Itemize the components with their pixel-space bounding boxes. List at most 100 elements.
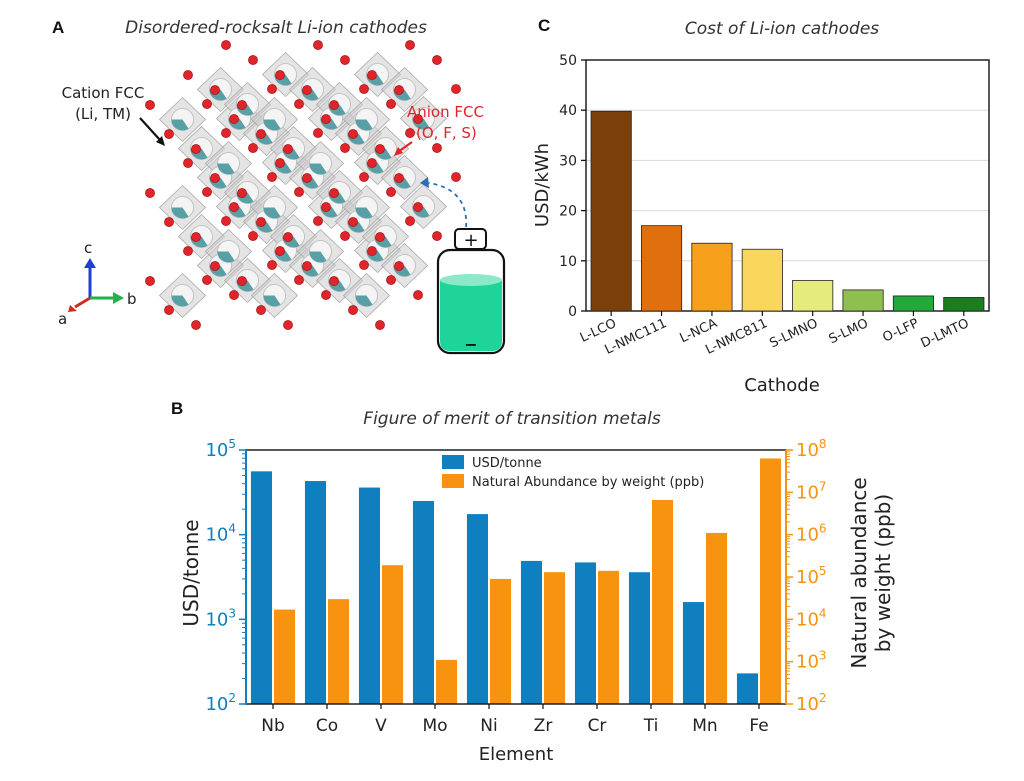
anion-sphere [348,217,358,227]
bar-usd-ni [466,514,488,704]
axis-b-arrow-head [113,292,124,304]
anion-sphere [313,40,323,50]
bar-abundance-cr [598,570,620,704]
anion-sphere [256,129,266,139]
x-tick-label: Zr [534,716,553,736]
battery-minus: − [464,335,477,354]
anion-sphere [340,231,350,241]
panel-a-title: Disordered-rocksalt Li-ion cathodes [125,18,427,38]
bar-s-lmno [792,279,834,312]
bar-abundance-nb [274,609,296,704]
y-right-tick-label: 105 [796,564,827,588]
panel-b-ylabel-left: USD/tonne [179,519,203,626]
anion-sphere [313,216,323,226]
bar-l-nmc811 [741,248,783,312]
bar-o-lfp [892,295,934,312]
cation-sphere-tm-part [217,251,235,263]
anion-sphere [283,320,293,330]
bar-usd-fe [736,673,758,704]
anion-sphere [210,85,220,95]
legend-label: USD/tonne [472,456,542,471]
x-tick-label: Cr [588,716,607,736]
anion-sphere [329,188,339,198]
anion-sphere [183,246,193,256]
y-tick-label: 0 [568,304,577,320]
x-tick-label: S-LMO [827,316,871,347]
battery-plus: + [463,230,478,251]
anion-sphere [359,260,369,270]
anion-sphere [248,143,258,153]
panel-b: B Figure of merit of transition metals N… [171,399,895,765]
anion-sphere [359,172,369,182]
axis-c-label: c [84,239,92,257]
rocksalt-lattice-illustration [145,40,461,330]
anion-sphere [451,172,461,182]
legend-swatch [442,455,464,469]
anion-sphere [405,40,415,50]
anion-sphere [202,99,212,109]
x-tick-label: Mn [692,716,717,736]
panel-b-ylabel-right-1: Natural abundance [847,477,871,668]
cation-sphere-tm-part [309,251,327,263]
anion-sphere [394,173,404,183]
anion-sphere [321,290,331,300]
anion-sphere [413,202,423,212]
anion-sphere [267,260,277,270]
anion-sphere [294,187,304,197]
y-left-tick-label: 104 [205,522,236,546]
x-tick-label: D-LMTO [919,316,972,351]
bar-l-nmc111 [641,225,683,312]
anion-sphere [375,320,385,330]
bar-usd-mn [682,602,704,704]
anion-sphere [329,276,339,286]
cation-sphere-tm-part [171,207,189,219]
anion-sphere [183,158,193,168]
bar-usd-mo [412,500,434,704]
y-right-tick-label: 102 [796,691,827,715]
axis-b-label: b [127,290,137,308]
anion-sphere [229,202,239,212]
panel-b-ylabel-right-2: by weight (ppb) [871,494,895,652]
bar-usd-zr [520,560,542,704]
x-tick-label: Co [316,716,338,736]
anion-sphere [210,173,220,183]
anion-sphere [405,216,415,226]
battery-liquid-surface [440,274,502,286]
cation-sphere-tm-part [355,119,373,131]
cation-sphere-tm-part [263,295,281,307]
battery-liquid [440,280,502,351]
panel-c: C Cost of Li-ion cathodes 01020304050L-L… [532,16,990,396]
anion-sphere [367,70,377,80]
bar-usd-co [304,481,326,704]
y-right-tick-label: 104 [796,606,827,630]
anion-sphere [405,128,415,138]
anion-sphere [386,275,396,285]
panel-c-title: Cost of Li-ion cathodes [685,19,879,39]
anion-sphere [237,276,247,286]
anion-fcc-label: Anion FCC [407,103,484,121]
anion-sphere [451,84,461,94]
anion-sphere [367,246,377,256]
cation-sphere-tm-part [171,119,189,131]
anion-sphere [329,100,339,110]
bar-usd-ti [628,572,650,704]
cation-arrow [139,117,161,141]
anion-sphere [202,187,212,197]
anion-sphere [164,129,174,139]
anion-sphere [267,172,277,182]
bar-abundance-mn [706,532,728,704]
x-tick-label: Mo [422,716,447,736]
y-right-tick-label: 103 [796,649,827,673]
anion-sphere [302,173,312,183]
axis-a-arrow [74,296,91,309]
anion-sphere [386,187,396,197]
y-tick-label: 20 [559,204,577,220]
legend-label: Natural Abundance by weight (ppb) [472,475,704,490]
anion-sphere [413,290,423,300]
anion-sphere [394,85,404,95]
anion-sphere [229,290,239,300]
anion-sphere [191,232,201,242]
anion-sphere [202,275,212,285]
anion-sphere [248,231,258,241]
cation-sphere-tm-part [217,163,235,175]
